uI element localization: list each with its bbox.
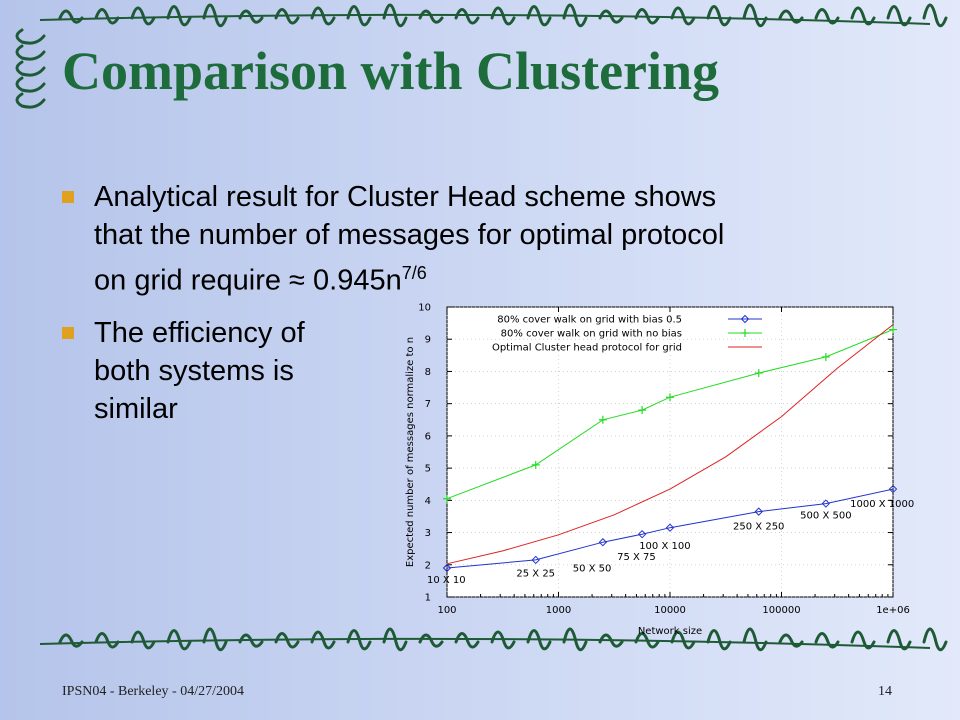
y-tick-label: 10 [418,303,431,314]
gridlines [446,306,894,598]
y-tick-label: 3 [425,528,431,539]
bullet1-line3-text: on grid require ≈ 0.945n [94,264,402,297]
y-axis-label: Expected number of messages normalize to… [405,337,416,567]
legend-label: 80% cover walk on grid with bias 0.5 [497,315,682,326]
x-axis-label: Network size [638,626,702,637]
series-3 [446,324,894,565]
data-point [598,415,607,424]
data-point [531,460,540,469]
series-1 [442,484,898,573]
grid-size-label: 250 X 250 [733,522,784,533]
slide-title: Comparison with Clustering [62,41,720,101]
y-tick-label: 1 [425,593,431,604]
bullet-marker-1 [62,191,74,203]
data-point [754,507,763,516]
legend-label: Optimal Cluster head protocol for grid [492,343,682,354]
x-tick-label: 100 [437,605,456,616]
x-tick-label: 100000 [762,605,800,616]
legend-marker [740,314,750,324]
y-tick-label: 6 [425,431,431,442]
chart-legend: 80% cover walk on grid with bias 0.5 80% … [492,315,762,354]
bullet-marker-2 [62,327,74,339]
y-tick-label: 4 [425,496,431,507]
y-tick-label: 7 [425,399,431,410]
data-point [888,484,898,494]
bullet2-line2: both systems is [94,355,294,387]
y-tick-label: 8 [425,367,431,378]
bullet1-line1: Analytical result for Cluster Head schem… [94,181,717,213]
grid-size-label: 500 X 500 [800,510,851,521]
data-point [665,523,675,532]
y-tick-label: 9 [425,335,431,346]
data-point [598,538,608,547]
footer-page-number: 14 [878,684,892,699]
grid-size-label: 10 X 10 [427,575,466,586]
left-squiggle-loops [15,28,46,109]
data-point [637,529,647,539]
legend-marker [741,329,749,337]
x-tick-label: 10000 [654,605,686,616]
bullet2-line3: similar [94,393,178,425]
data-point [821,352,830,361]
grid-size-label: 50 X 50 [573,564,612,575]
data-point [531,555,540,565]
data-point [638,406,647,415]
data-point [889,325,897,334]
grid-size-label: 1000 X 1000 [850,499,914,510]
y-tick-label: 2 [425,560,431,571]
series-line [446,329,894,500]
grid-size-label: 100 X 100 [639,541,690,552]
data-point [821,499,831,508]
bullet-text-2: The efficiency of both systems is simila… [94,314,305,428]
top-squiggle-band [39,3,948,28]
grid-size-label: 25 X 25 [516,568,555,579]
bullet-text-1: Analytical result for Cluster Head schem… [94,178,724,300]
series-line [446,324,894,565]
data-point [754,369,763,378]
series-line [446,488,894,569]
x-tick-label: 1000 [546,605,571,616]
legend-label: 80% cover walk on grid with no bias [501,329,682,340]
footer-conference: IPSN04 - Berkeley - 04/27/2004 [62,684,244,699]
bullet2-line1: The efficiency of [94,317,305,349]
data-point [442,563,452,573]
y-tick-label: 5 [425,464,431,475]
top-squiggle-band-loops [58,3,948,28]
bottom-squiggle-band [39,627,948,652]
bottom-squiggle-band-loops [58,627,948,652]
data-point [666,393,674,402]
grid-size-label: 75 X 75 [617,552,656,563]
data-point [443,494,451,503]
series-2 [443,325,897,503]
x-tick-label: 1e+06 [876,605,910,616]
bullet1-line2: that the number of messages for optimal … [94,219,725,251]
bullet1-exponent: 7/6 [401,263,427,283]
bullet1-line3: on grid require ≈ 0.945n7/6 [94,254,724,300]
left-squiggle-band [15,28,46,109]
